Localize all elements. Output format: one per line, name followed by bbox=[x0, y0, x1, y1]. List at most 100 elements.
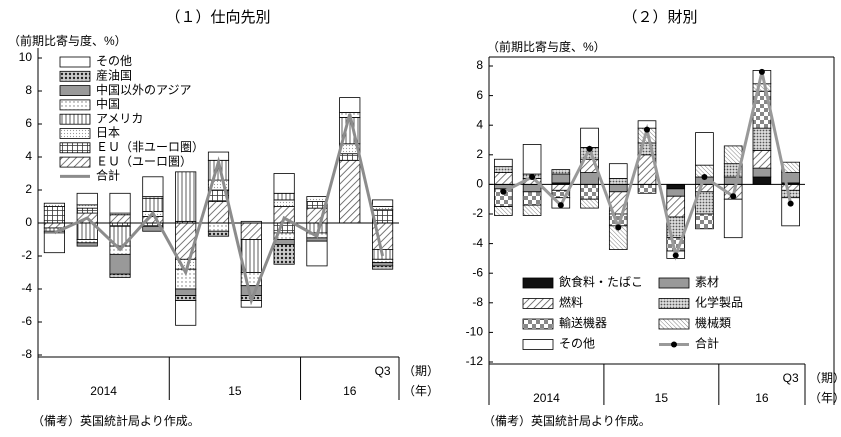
bar-segment bbox=[306, 196, 328, 202]
bar-segment bbox=[43, 206, 65, 224]
bar-segment bbox=[273, 192, 295, 201]
y-tick-label: 4 bbox=[476, 117, 483, 131]
legend-label: 機械類 bbox=[695, 315, 731, 330]
legend-swatch bbox=[59, 142, 91, 154]
period-label: 2014 bbox=[90, 384, 117, 398]
legend-swatch bbox=[59, 113, 91, 125]
bar-segment bbox=[580, 183, 599, 200]
bar-segment bbox=[306, 237, 328, 242]
bar-segment bbox=[372, 206, 394, 211]
legend-swatch bbox=[658, 318, 690, 330]
y-tick-label: 6 bbox=[476, 88, 483, 102]
y-tick-label: -2 bbox=[21, 248, 32, 262]
bar-segment bbox=[723, 198, 743, 239]
bar-segment bbox=[273, 173, 295, 194]
legend-swatch bbox=[522, 339, 554, 350]
x-unit-label: （期） bbox=[403, 364, 439, 378]
total-marker bbox=[500, 188, 507, 195]
bar-segment bbox=[666, 183, 686, 190]
legend-swatch bbox=[658, 298, 690, 309]
bar-segment bbox=[580, 127, 599, 148]
legend-swatch bbox=[59, 156, 91, 168]
bar-segment bbox=[551, 183, 571, 191]
y-tick-label: 0 bbox=[476, 177, 483, 191]
bar-segment bbox=[372, 265, 394, 270]
legend-swatch bbox=[522, 277, 554, 289]
total-marker bbox=[730, 193, 737, 200]
bar-segment bbox=[207, 222, 230, 232]
bar-segment bbox=[109, 214, 131, 224]
total-marker bbox=[586, 145, 593, 152]
legend-label: 日本 bbox=[96, 126, 120, 140]
chart-title: （２）財別 bbox=[622, 9, 697, 26]
total-marker bbox=[787, 200, 794, 207]
y-tick-label: -12 bbox=[466, 354, 484, 368]
bar-segment bbox=[551, 169, 571, 175]
legend-swatch bbox=[59, 128, 91, 139]
y-tick-label: -4 bbox=[21, 281, 32, 295]
bar-segment bbox=[339, 153, 361, 161]
bar-segment bbox=[551, 173, 571, 184]
bar-segment bbox=[522, 191, 542, 206]
period-label: 16 bbox=[755, 391, 769, 405]
bar-segment bbox=[76, 192, 98, 206]
legend-label: 産油国 bbox=[96, 67, 132, 82]
bar-segment bbox=[580, 198, 599, 209]
bar-segment bbox=[43, 232, 65, 254]
bar-segment bbox=[372, 199, 394, 207]
bar-segment bbox=[76, 207, 98, 214]
legend-swatch bbox=[59, 70, 91, 82]
total-marker bbox=[758, 68, 765, 75]
bar-segment bbox=[608, 163, 628, 179]
note: （備考）英国統計局より作成。 bbox=[483, 413, 651, 428]
bar-segment bbox=[637, 183, 657, 194]
bar-segment bbox=[76, 239, 98, 244]
y-tick-label: -2 bbox=[472, 206, 483, 220]
x-tick-label: Q3 bbox=[375, 364, 391, 378]
legend-label: その他 bbox=[559, 337, 595, 351]
total-marker bbox=[615, 224, 622, 231]
bar-segment bbox=[695, 213, 714, 230]
bar-segment bbox=[339, 159, 361, 224]
legend-label: ＥＵ（ユーロ圏） bbox=[96, 154, 192, 168]
y-axis-label: （前期比寄与度、%） bbox=[8, 33, 127, 48]
y-tick-label: 2 bbox=[476, 147, 483, 161]
note: （備考）英国統計局より作成。 bbox=[32, 413, 200, 428]
bar-segment bbox=[109, 253, 131, 275]
y-tick-label: -8 bbox=[21, 347, 32, 361]
y-tick-label: -6 bbox=[21, 314, 32, 328]
legend-label: その他 bbox=[96, 54, 132, 68]
legend-label: アメリカ bbox=[96, 111, 143, 125]
x-tick-label: Q3 bbox=[783, 371, 799, 385]
total-marker bbox=[557, 202, 564, 209]
legend-swatch bbox=[59, 85, 91, 96]
bar-segment bbox=[175, 288, 197, 296]
y-tick-label: -8 bbox=[472, 295, 483, 309]
y-tick-label: -4 bbox=[472, 236, 483, 250]
total-marker bbox=[529, 174, 536, 180]
bar-segment bbox=[175, 300, 197, 326]
legend-swatch bbox=[671, 341, 677, 348]
legend-swatch bbox=[522, 298, 554, 309]
bar-segment bbox=[522, 183, 542, 193]
legend-swatch bbox=[59, 56, 91, 68]
bar-segment bbox=[109, 273, 131, 278]
bar-segment bbox=[76, 242, 98, 247]
bar-segment bbox=[522, 204, 542, 216]
y-tick-label: -6 bbox=[472, 265, 483, 279]
bar-segment bbox=[109, 192, 131, 214]
bar-segment bbox=[494, 158, 513, 168]
bar-segment bbox=[666, 188, 686, 197]
bar-segment bbox=[372, 262, 394, 267]
bar-segment bbox=[372, 258, 394, 263]
legend-label: 素材 bbox=[695, 275, 719, 289]
bar-segment bbox=[752, 149, 772, 169]
bar-segment bbox=[494, 172, 513, 185]
total-marker bbox=[672, 252, 679, 259]
total-line bbox=[53, 113, 385, 306]
y-tick-label: 8 bbox=[25, 83, 32, 97]
legend-label: 飲食料・たばこ bbox=[559, 274, 643, 289]
y-tick-label: 8 bbox=[476, 58, 483, 72]
period-label: 16 bbox=[343, 384, 357, 398]
bar-segment bbox=[273, 244, 295, 265]
